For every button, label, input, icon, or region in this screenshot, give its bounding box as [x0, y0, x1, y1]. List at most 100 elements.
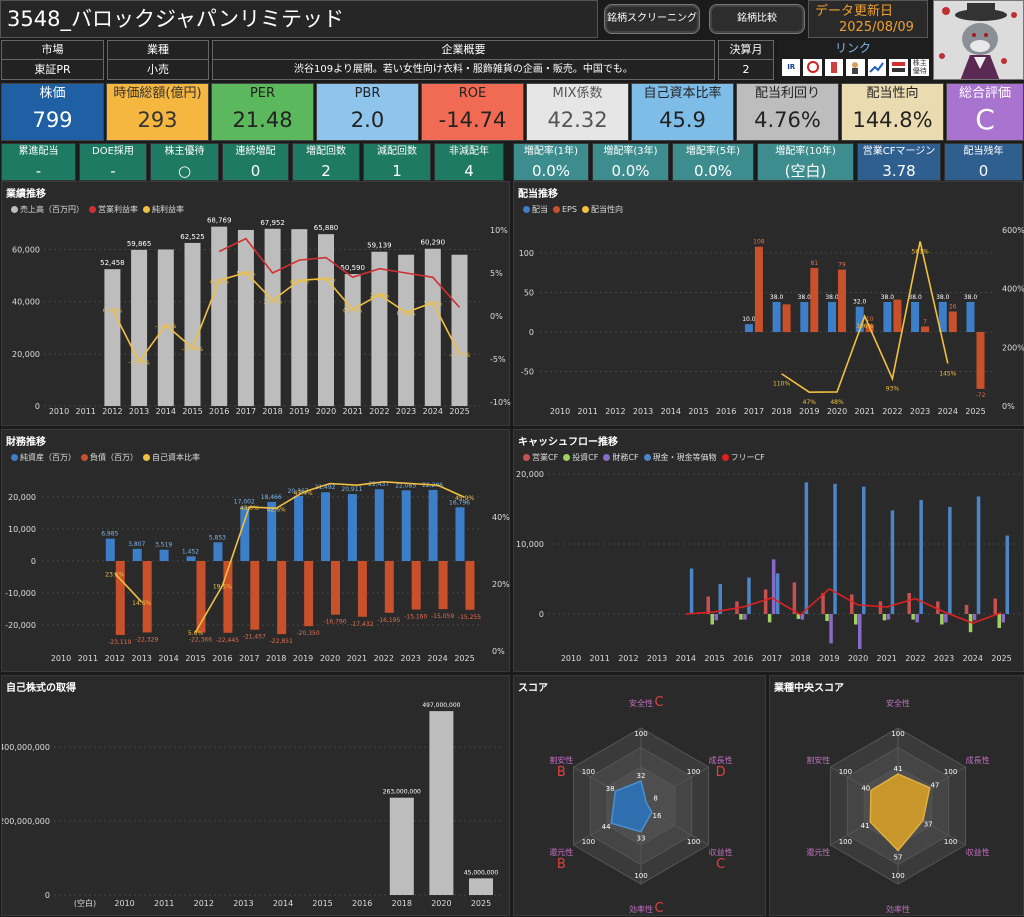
- x-tick-label: 2023: [396, 407, 416, 416]
- legend-freecf-dot: [721, 454, 729, 461]
- buyback-chart: 0 200,000,000 400,000,000 (空白) 2010 2011 2012 2…: [2, 702, 502, 908]
- financing-cf-bar: [743, 614, 747, 620]
- legend-payout-dot: [581, 206, 589, 213]
- legend-div-dot: [523, 206, 530, 213]
- kpi-label: 総合評価: [958, 86, 1011, 101]
- x-tick-label: 2012: [605, 407, 625, 416]
- dividend-bar: [911, 301, 920, 332]
- y-tick-label: 400,000,000: [2, 743, 50, 752]
- radar-max-label: 100: [839, 838, 852, 846]
- ratio-label: 45.9%: [455, 495, 474, 502]
- yahoo-link-icon[interactable]: [846, 59, 865, 76]
- kpi-label: ROE: [458, 86, 487, 101]
- ratio-label: 47.4%: [294, 490, 313, 497]
- radar-grade: D: [716, 765, 726, 780]
- metric-tile: 株主優待 ○: [150, 143, 219, 181]
- liability-bar: [384, 561, 394, 613]
- x-tick-label: 2016: [352, 899, 372, 908]
- kabuyoho-link-icon[interactable]: [889, 59, 908, 76]
- x-tick-label: 2018: [266, 654, 286, 663]
- y-tick-label: 200%: [1002, 343, 1024, 352]
- minkabu-link-icon[interactable]: [824, 59, 844, 76]
- y-tick-label: 10,000: [8, 525, 36, 534]
- financing-cf-bar: [1001, 614, 1005, 623]
- radar-max-label: 100: [944, 768, 957, 776]
- legend-icf: 投資CF: [572, 453, 599, 462]
- investing-cf-bar: [940, 614, 944, 625]
- x-tick-label: 2014: [158, 654, 178, 663]
- ratio-label: 14.6%: [132, 600, 151, 607]
- y-tick-label: 5%: [490, 269, 503, 278]
- margin-label: -5.31%: [128, 360, 150, 367]
- legend-payout: 配当性向: [590, 205, 623, 214]
- screening-button[interactable]: 銘柄スクリーニング: [604, 4, 700, 34]
- radar-value-label: 16: [653, 812, 662, 820]
- financing-cf-bar: [714, 614, 718, 621]
- radar-value-label: 47: [930, 782, 939, 790]
- radar-axis-label: 効率性: [629, 904, 653, 914]
- cash-bar: [948, 506, 952, 614]
- buyback-bar: [429, 711, 454, 895]
- metric-value: 0: [250, 162, 261, 180]
- y-tick-label: 0%: [1002, 402, 1015, 411]
- eps-label: 108: [753, 239, 765, 246]
- radar-axis-label: 収益性: [966, 847, 990, 857]
- margin-label: 5.05%: [236, 271, 255, 278]
- metric-tile: 増配率(10年) (空白): [757, 143, 854, 181]
- margin-label: 4.36%: [316, 277, 335, 284]
- performance-legend: 売上高（百万円） 営業利益率 純利益率: [6, 204, 184, 215]
- irbank-link-icon[interactable]: IR: [782, 59, 801, 76]
- y-tick-label: 60,000: [12, 246, 40, 255]
- legend-opm-dot: [89, 206, 96, 213]
- radar-value-label: 44: [602, 823, 611, 831]
- radar-max-label: 100: [944, 838, 957, 846]
- cash-bar: [890, 510, 895, 614]
- liability-label: -22,329: [135, 636, 158, 643]
- equity-label: 18,466: [261, 494, 282, 501]
- equity-ratio-line: [114, 572, 143, 603]
- links-label: リンク: [834, 41, 871, 55]
- metric-value: 0.0%: [531, 162, 571, 180]
- kabutan-link-icon[interactable]: [803, 59, 822, 76]
- buyback-label: 263,000,000: [383, 789, 421, 796]
- sales-bar: [371, 251, 388, 406]
- x-tick-label: 2020: [827, 407, 847, 416]
- x-tick-label: 2019: [293, 654, 313, 663]
- chart-link-icon[interactable]: [867, 59, 887, 76]
- compare-button[interactable]: 銘柄比較: [709, 4, 805, 34]
- liability-label: -22,366: [189, 637, 212, 644]
- liability-bar: [438, 561, 448, 610]
- metric-label: 非減配年: [449, 146, 489, 157]
- kpi-tile: 時価総額(億円) 293: [106, 83, 209, 141]
- financing-cf-bar: [944, 614, 948, 623]
- x-tick-label: 2013: [129, 407, 149, 416]
- margin-label: 0.74%: [343, 308, 362, 315]
- legend-sales-dot: [11, 206, 18, 213]
- eps-label: 81: [810, 260, 818, 267]
- equity-bar: [186, 556, 196, 561]
- cash-bar: [804, 482, 809, 614]
- investing-cf-bar: [767, 614, 772, 623]
- bar-value-label: 59,139: [367, 242, 392, 250]
- kpi-label: 配当性向: [866, 86, 919, 101]
- x-tick-label: 2013: [233, 899, 253, 908]
- dividend-title: 配当推移: [518, 189, 558, 200]
- update-date: 2025/08/09: [839, 20, 914, 35]
- bar-value-label: 60,290: [421, 239, 446, 247]
- yutai-link-icon[interactable]: 株主 優待: [910, 59, 929, 76]
- legend-eps: EPS: [562, 205, 577, 214]
- x-tick-label: 2012: [618, 654, 638, 663]
- liability-label: -20,350: [297, 630, 320, 637]
- x-tick-label: 2015: [704, 654, 724, 663]
- eps-bar: [782, 304, 791, 332]
- radar-max-label: 100: [687, 838, 700, 846]
- dividend-label: 38.0: [825, 294, 839, 301]
- legend-npm: 純利益率: [152, 205, 184, 214]
- buyback-label: 497,000,000: [422, 702, 460, 709]
- fiscal-box: 決算月 2: [718, 40, 774, 80]
- x-tick-label: 2011: [154, 899, 174, 908]
- metric-tile: 累進配当 -: [1, 143, 76, 181]
- legend-fcf2-dot: [603, 454, 611, 461]
- dividend-bar: [938, 301, 947, 332]
